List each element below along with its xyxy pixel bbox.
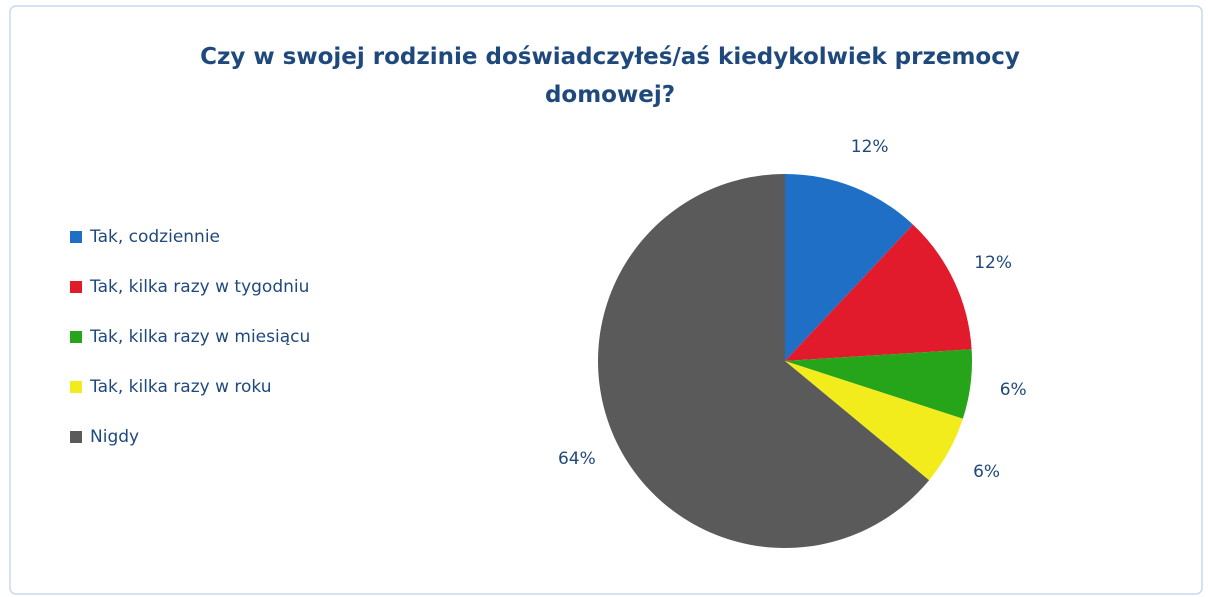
pie-slice [785, 224, 972, 361]
data-label: 12% [851, 137, 889, 157]
legend-swatch [70, 231, 82, 243]
legend-swatch [70, 331, 82, 343]
legend-label: Tak, kilka razy w roku [89, 377, 272, 397]
legend-label: Tak, kilka razy w tygodniu [89, 277, 309, 297]
legend-label: Nigdy [90, 427, 139, 447]
data-label: 12% [974, 253, 1012, 273]
legend-swatch [70, 381, 82, 393]
pie-slice [785, 361, 963, 481]
data-label: 64% [558, 449, 596, 469]
pie-slice [785, 349, 972, 419]
legend-swatch [70, 281, 82, 293]
data-label: 6% [1000, 380, 1027, 400]
chart-title: Czy w swojej rodzinie doświadczyłeś/aś k… [200, 44, 1020, 108]
legend-label: Tak, codziennie [89, 227, 220, 247]
legend-label: Tak, kilka razy w miesiącu [89, 327, 310, 347]
data-label: 6% [973, 462, 1000, 482]
legend-swatch [70, 431, 82, 443]
pie-slice [785, 174, 914, 361]
pie-slice [597, 174, 930, 549]
